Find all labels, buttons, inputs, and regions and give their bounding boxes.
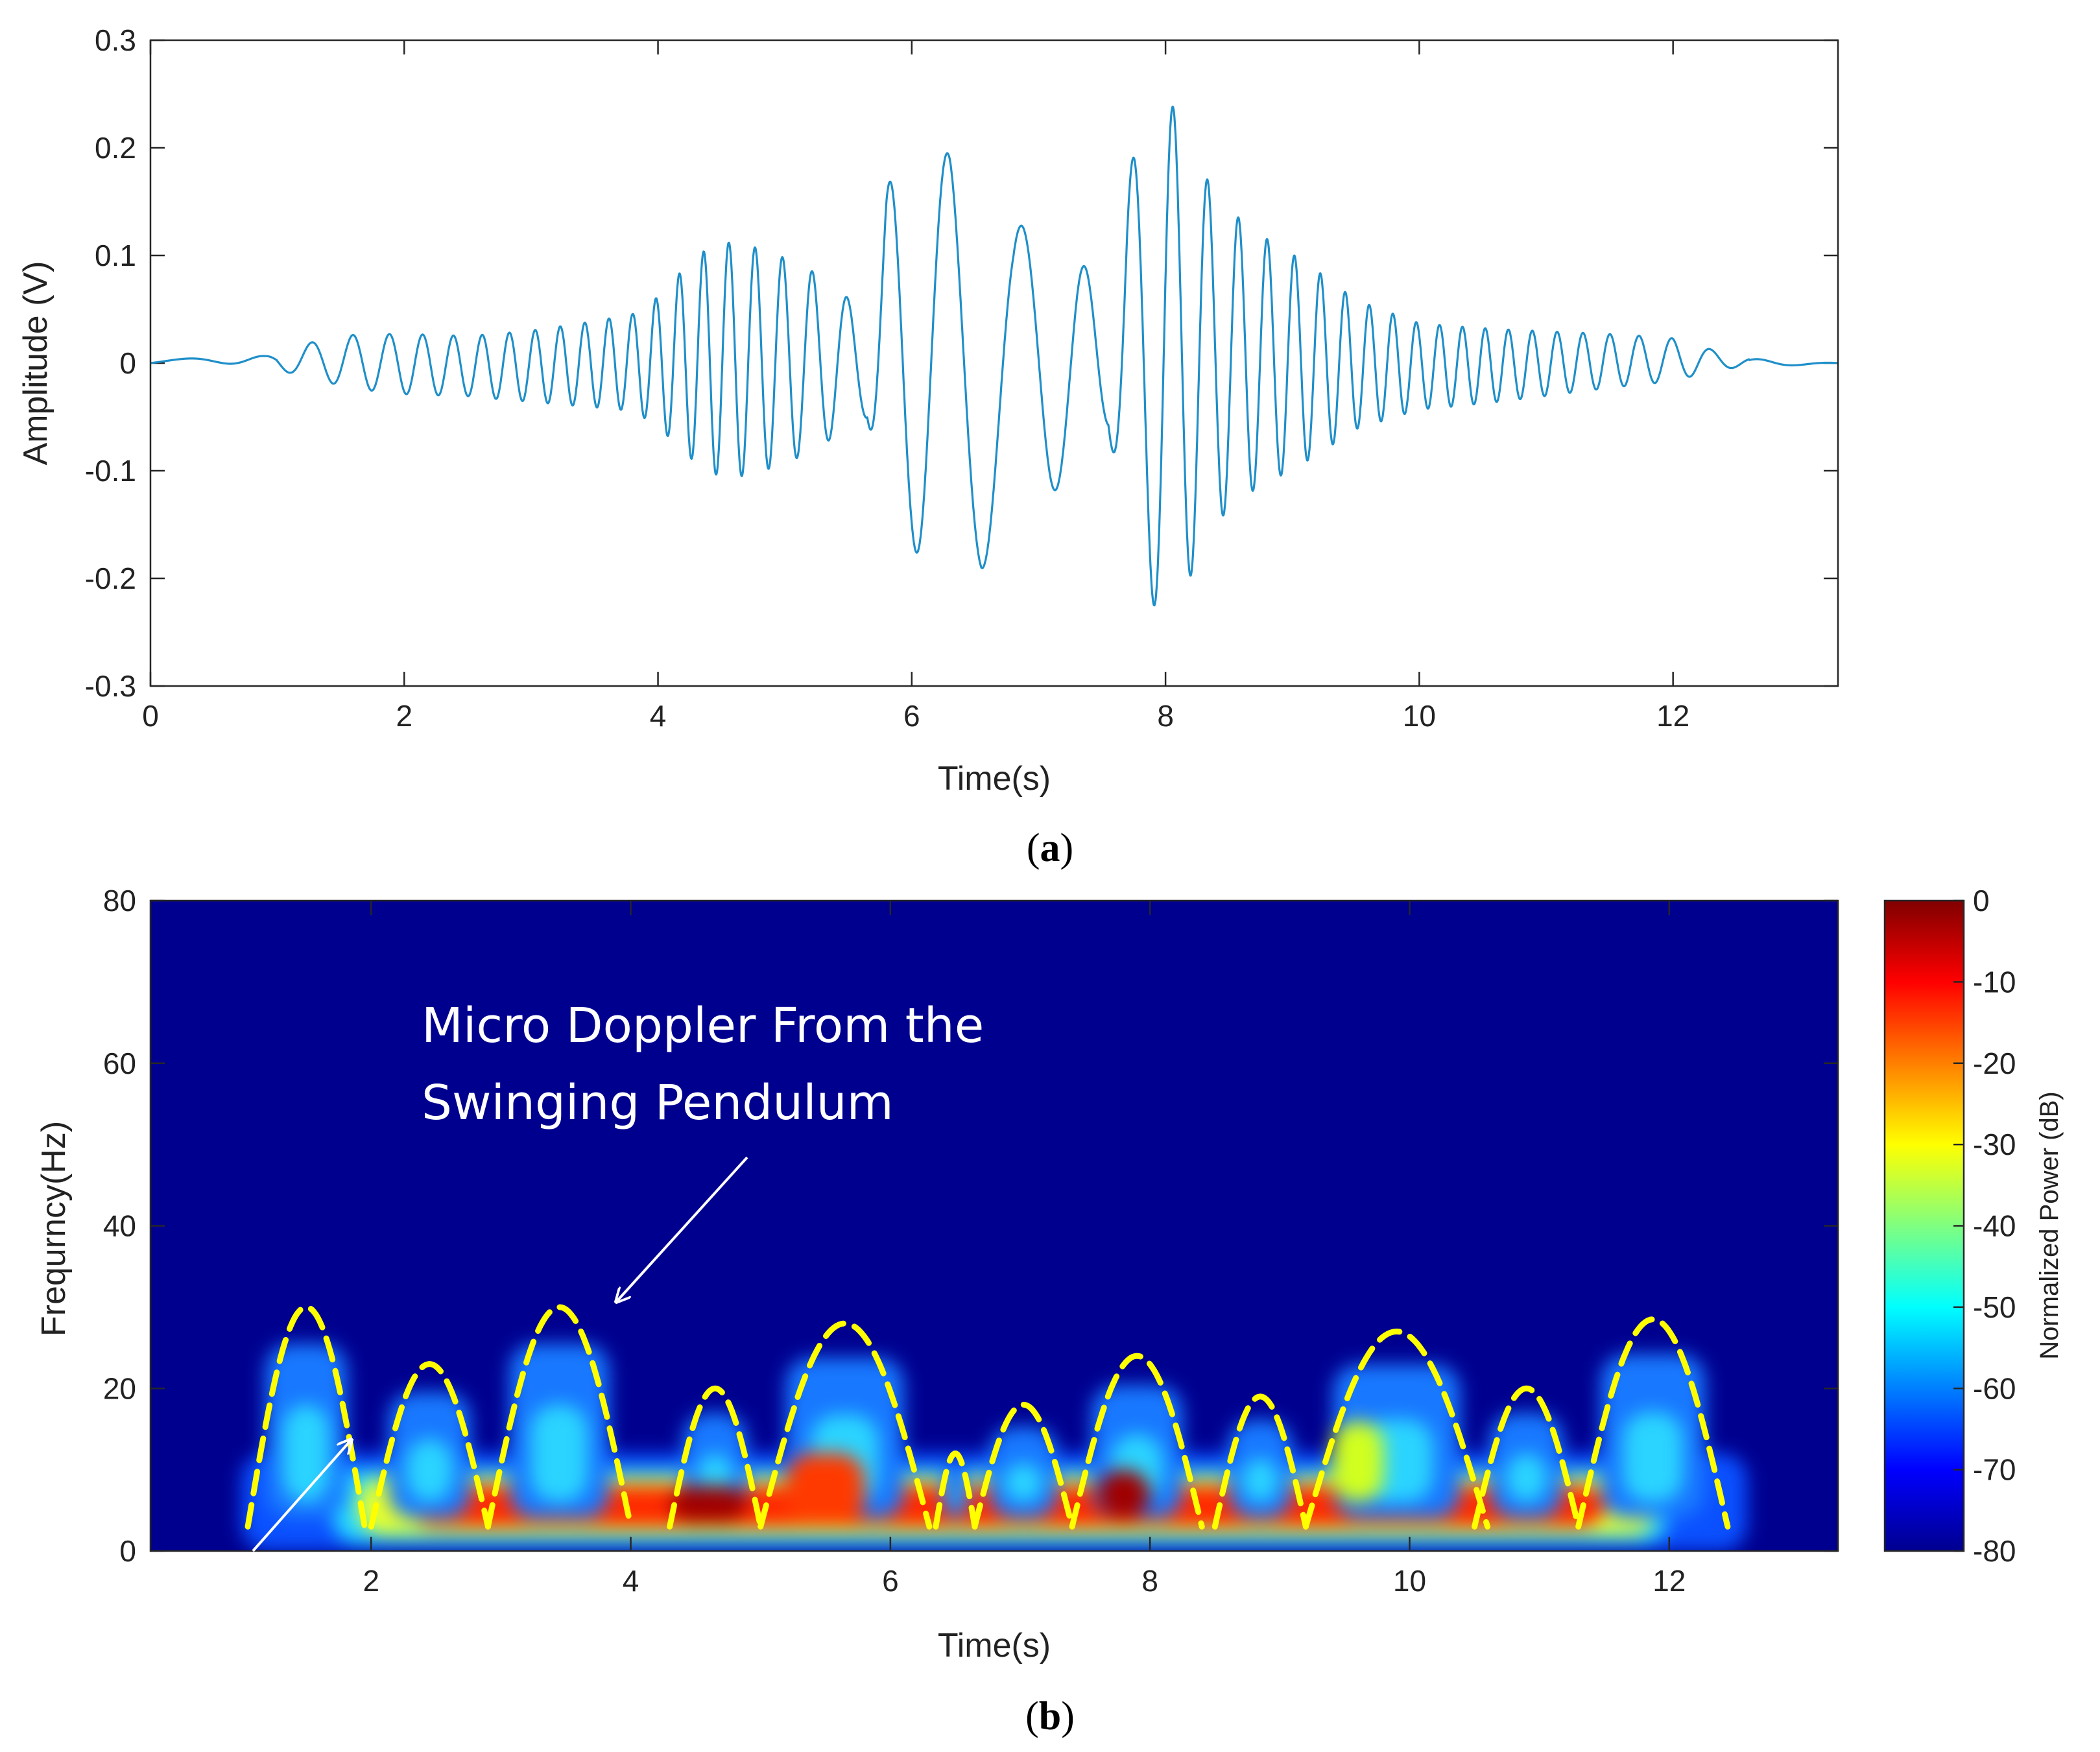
chart-b-y-tick-label: 20 bbox=[103, 1371, 136, 1405]
chart-a-y-tick-label: 0.2 bbox=[95, 131, 136, 165]
colorbar-title: Normalized Power (dB) bbox=[2035, 1091, 2064, 1359]
chart-b-x-tick-label: 10 bbox=[1393, 1564, 1426, 1598]
heat-hotspot bbox=[669, 1486, 748, 1523]
chart-b-x-tick-label: 2 bbox=[363, 1564, 379, 1598]
chart-b-x-tick-label: 8 bbox=[1141, 1564, 1158, 1598]
micro-doppler-curve bbox=[1211, 1393, 1309, 1530]
spectrogram-heat bbox=[241, 1344, 1747, 1551]
heat-lobe-cyan bbox=[947, 1492, 963, 1502]
micro-doppler-curve bbox=[1069, 1353, 1205, 1530]
chart-a-y-tick-label: -0.2 bbox=[85, 562, 136, 595]
micro-doppler-dashed-curves bbox=[245, 1304, 1731, 1530]
colorbar-tick-label: -20 bbox=[1973, 1047, 2016, 1080]
chart-b-y-tick-label: 80 bbox=[103, 884, 136, 917]
chart-a-plot-area bbox=[150, 40, 1838, 686]
micro-doppler-curve bbox=[758, 1320, 933, 1530]
heat-lobe-cyan bbox=[1242, 1458, 1279, 1502]
chart-b-y-tick-label: 60 bbox=[103, 1047, 136, 1080]
heat-lobe-cyan bbox=[406, 1438, 453, 1502]
chart-b-x-tick-label: 12 bbox=[1653, 1564, 1686, 1598]
chart-a-x-tick-label: 10 bbox=[1403, 699, 1436, 733]
micro-doppler-curve bbox=[245, 1304, 368, 1530]
panel-label-b-letter: b bbox=[1039, 1694, 1061, 1738]
chart-a-y-tick-label: 0 bbox=[119, 346, 136, 380]
annotation-line-1: Micro Doppler From the bbox=[422, 998, 984, 1054]
annotation-arrow bbox=[616, 1156, 748, 1302]
heat-lobe-cyan bbox=[531, 1404, 588, 1502]
colorbar-tick-label: -70 bbox=[1973, 1453, 2016, 1487]
heat-lobe-cyan bbox=[1623, 1412, 1683, 1502]
panel-label-b-open: ( bbox=[1025, 1694, 1039, 1738]
heat-lobe-cyan bbox=[283, 1404, 330, 1502]
heat-hotspot-warm bbox=[1331, 1421, 1384, 1502]
chart-a-x-tick-label: 6 bbox=[903, 699, 920, 733]
colorbar bbox=[1883, 899, 1965, 1552]
chart-b-x-axis-title: Time(s) bbox=[938, 1627, 1051, 1664]
panel-label-a-close: ) bbox=[1060, 826, 1074, 870]
colorbar-tick-label: -30 bbox=[1973, 1128, 2016, 1161]
panel-label-a: (a) bbox=[1027, 826, 1073, 870]
amplitude-series-line bbox=[150, 105, 1838, 607]
chart-a-x-tick-label: 0 bbox=[142, 699, 159, 733]
heat-lobe-cyan bbox=[1505, 1453, 1547, 1502]
chart-b-y-axis-title: Frequrncy(Hz) bbox=[35, 1121, 73, 1336]
chart-b: 2 4 6 8 10 12 0 20 40 60 80 Time(s) Frequrncy(Hz)… bbox=[35, 884, 2064, 1738]
panel-label-b-close: ) bbox=[1061, 1694, 1075, 1738]
panel-label-a-letter: a bbox=[1040, 826, 1060, 870]
micro-doppler-curve bbox=[1575, 1316, 1731, 1530]
chart-b-y-tick-label: 0 bbox=[119, 1534, 136, 1568]
chart-b-x-tick-label: 6 bbox=[882, 1564, 899, 1598]
chart-a-frame bbox=[149, 39, 1839, 687]
chart-a-x-tick-label: 8 bbox=[1157, 699, 1174, 733]
colorbar-tick-label: -50 bbox=[1973, 1290, 2016, 1324]
chart-a-y-tick-label: 0.1 bbox=[95, 239, 136, 272]
chart-b-frame bbox=[149, 899, 1839, 1552]
annotation-line-2: Swinging Pendulum bbox=[422, 1075, 894, 1131]
colorbar-tick-labels: 0 -10 -20 -30 -40 -50 -60 -70 -80 bbox=[1973, 884, 2016, 1568]
micro-doppler-curve bbox=[484, 1304, 634, 1530]
chart-b-x-tick-label: 4 bbox=[623, 1564, 639, 1598]
micro-doppler-curve bbox=[1472, 1385, 1582, 1530]
panel-label-b: (b) bbox=[1025, 1694, 1075, 1738]
micro-doppler-curve bbox=[667, 1385, 764, 1530]
colorbar-tick-label: -80 bbox=[1973, 1534, 2016, 1568]
chart-a-y-tick-label: -0.3 bbox=[85, 669, 136, 703]
chart-a-x-tick-label: 2 bbox=[396, 699, 412, 733]
chart-b-x-tick-labels: 2 4 6 8 10 12 bbox=[363, 1564, 1686, 1598]
micro-doppler-curve bbox=[368, 1361, 491, 1530]
chart-a: 0 2 4 6 8 10 12 -0.3 -0.2 -0.1 0 0.1 0.2 0.3 Time(s)… bbox=[17, 23, 1839, 870]
chart-a-y-axis-title: Amplitude (V) bbox=[17, 261, 54, 466]
panel-label-a-open: ( bbox=[1027, 826, 1040, 870]
chart-a-x-tick-label: 12 bbox=[1656, 699, 1689, 733]
chart-b-y-tick-label: 40 bbox=[103, 1209, 136, 1243]
heat-hotspot-warm bbox=[786, 1453, 865, 1527]
chart-a-x-axis-title: Time(s) bbox=[938, 760, 1051, 798]
chart-b-y-tick-labels: 0 20 40 60 80 bbox=[103, 884, 136, 1568]
chart-a-x-tick-labels: 0 2 4 6 8 10 12 bbox=[142, 699, 1689, 733]
chart-a-y-tick-label: -0.1 bbox=[85, 454, 136, 488]
heat-hotspot bbox=[1098, 1469, 1151, 1519]
colorbar-tick-label: -10 bbox=[1973, 965, 2016, 999]
micro-doppler-curve bbox=[933, 1450, 978, 1530]
colorbar-tick-label: -60 bbox=[1973, 1371, 2016, 1405]
colorbar-tick-label: -40 bbox=[1973, 1209, 2016, 1243]
micro-doppler-curve bbox=[972, 1401, 1075, 1530]
micro-doppler-curve bbox=[1302, 1328, 1491, 1530]
chart-a-y-tick-labels: -0.3 -0.2 -0.1 0 0.1 0.2 0.3 bbox=[85, 23, 136, 703]
chart-a-y-tick-label: 0.3 bbox=[95, 23, 136, 57]
chart-a-x-tick-label: 4 bbox=[650, 699, 667, 733]
colorbar-ticks bbox=[1953, 899, 1964, 1552]
colorbar-tick-label: 0 bbox=[1973, 884, 1990, 917]
annotation-arrow-secondary bbox=[252, 1439, 352, 1552]
heat-lobe-cyan bbox=[1004, 1463, 1044, 1502]
